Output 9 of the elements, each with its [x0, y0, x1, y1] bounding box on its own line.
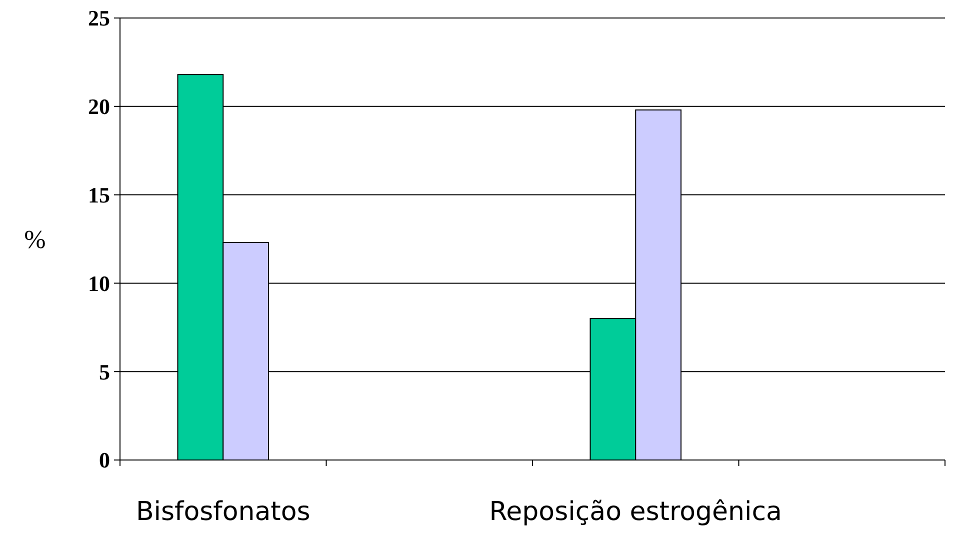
y-tick-label: 5 — [99, 359, 110, 384]
y-tick-label: 25 — [88, 6, 110, 31]
y-axis-title: % — [24, 225, 46, 254]
y-tick-label: 0 — [99, 448, 110, 473]
y-tick-label: 10 — [88, 270, 110, 296]
x-tick-label: Reposição estrogênica — [489, 497, 782, 527]
x-tick-label: Bisfosfonatos — [136, 497, 310, 527]
y-tick-label: 15 — [88, 182, 110, 208]
y-tick-label: 20 — [88, 94, 110, 120]
